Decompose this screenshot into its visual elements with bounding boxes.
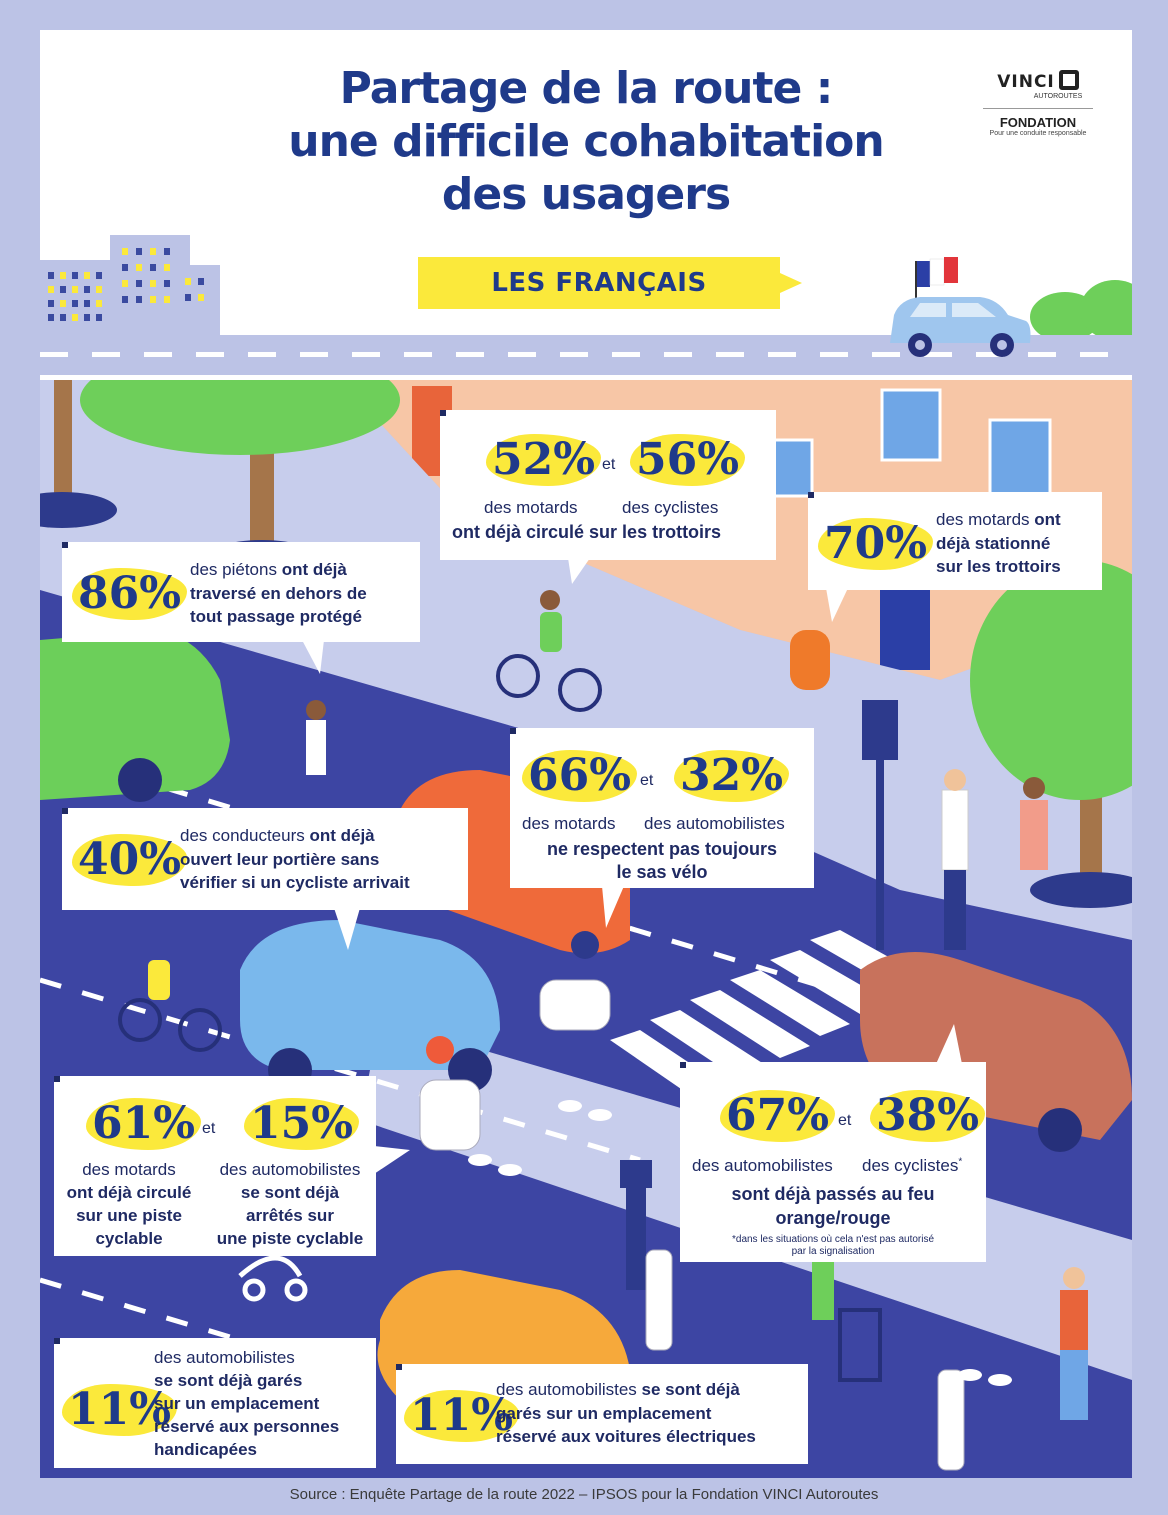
conjunction-label: et [838,1112,852,1129]
callout-pedestrians: 86% des piétons ont déjà traversé en deh… [62,542,420,674]
car-with-flag-illustration [890,257,1031,357]
callout-pointer [374,1146,410,1174]
infographic-frame: Partage de la route : une difficile coha… [40,30,1132,1478]
title-line-2: une difficile cohabitation [288,116,884,167]
stat-percent: 56% [629,434,746,486]
stat-text: ont déjà [281,560,347,579]
callout-sidewalk-parking: 70% des motards ont déjà stationné sur l… [808,492,1102,622]
callout-pointer [936,1024,962,1064]
stat-label: des motards [522,814,616,833]
stat-text: se sont déjà [240,1183,340,1202]
stat-text: se sont déjà garés [154,1371,303,1390]
title-line-3: des usagers [441,169,731,220]
callout-pointer [334,908,360,950]
header-road-markings [40,352,1132,357]
footnote-text: *dans les situations où cela n'est pas a… [731,1234,935,1245]
logo-foundation: FONDATION [999,115,1077,130]
stat-label: des conducteurs [180,826,310,845]
stat-percent: 38% [869,1090,986,1142]
stat-text: orange/rouge [775,1208,891,1228]
vinci-logo: VINCI AUTOROUTES FONDATION Pour une cond… [968,70,1108,137]
stat-text: traversé en dehors de [190,584,367,603]
callout-car-doors: 40% des conducteurs ont déjà ouvert leur… [62,808,468,950]
stat-text: le sas vélo [616,862,708,882]
stat-text: vérifier si un cycliste arrivait [180,873,410,892]
audience-badge: LES FRANÇAIS [418,257,802,309]
building-illustration [175,265,220,335]
logo-divider [983,108,1093,109]
stat-text: ont [1034,510,1061,529]
stat-label: des cyclistes [862,1156,959,1175]
stat-text: ne respectent pas toujours [546,839,778,859]
callout-red-light: 67% et 38% des automobilistes des cyclis… [680,1024,986,1262]
stat-text: une piste cyclable [216,1229,364,1248]
stat-text: cyclable [95,1229,163,1248]
callout-pointer [602,886,624,928]
stat-percent: 86% [71,568,188,620]
stat-text: arrêtés sur [246,1206,334,1225]
callout-sidewalk-riding: 52% et 56% des motards des cyclistes ont… [440,410,776,584]
callout-handicap-parking: 11% des automobilistes se sont déjà garé… [54,1338,376,1468]
footnote-text: par la signalisation [791,1246,875,1257]
stat-text: garés sur un emplacement [496,1404,712,1423]
stat-text: réservé aux personnes [154,1417,340,1436]
stat-percent: 11% [61,1384,178,1436]
callout-electric-parking: 11% des automobilistes se sont déjà garé… [396,1364,808,1464]
stat-text: sur une piste [76,1206,182,1225]
stat-label: des motards [936,510,1035,529]
stat-text: sur les trottoirs [936,557,1061,576]
stat-percent: 70% [817,518,934,570]
callout-pointer [568,558,590,584]
callout-bike-box: 66% et 32% des motards des automobiliste… [510,728,814,928]
logo-brand: VINCI [997,72,1055,92]
stat-percent: 61% [85,1098,202,1150]
conjunction-label: et [602,456,616,473]
stat-text: ouvert leur portière sans [180,850,380,869]
callout-bike-lane: 61% et 15% des motards ont déjà circulé … [54,1076,410,1256]
stat-label: des automobilistes [154,1348,295,1367]
stat-label: des motards [82,1160,176,1179]
stat-percent: 40% [71,834,188,886]
bush-illustration [1080,280,1132,340]
logo-tagline: Pour une conduite responsable [989,130,1087,137]
stat-text: sont déjà passés au feu [731,1184,935,1204]
stat-text: handicapées [154,1440,257,1459]
stat-text: ont déjà [309,826,375,845]
callout-pointer [826,588,848,622]
stat-percent: 15% [243,1098,360,1150]
stat-percent: 11% [403,1390,520,1442]
stat-label: des automobilistes [219,1160,361,1179]
stat-percent: 67% [719,1090,836,1142]
stat-label: des automobilistes [644,814,785,833]
conjunction-label: et [640,772,654,789]
stat-text: sur un emplacement [154,1394,320,1413]
stat-text: déjà stationné [936,534,1051,553]
stat-text: ont déjà circulé [66,1183,192,1202]
stat-label: des automobilistes [692,1156,833,1175]
title-line-1: Partage de la route : [339,63,834,114]
street-scene: 52% et 56% des motards des cyclistes ont… [40,380,1132,1478]
stat-label: des cyclistes [622,498,719,517]
stat-text: ont déjà circulé sur les trottoirs [452,522,722,542]
stat-text: tout passage protégé [190,607,362,626]
vinci-mark-icon [1058,70,1079,90]
source-footer: Source : Enquête Partage de la route 202… [289,1486,879,1503]
stat-label: des automobilistes [496,1380,642,1399]
stat-label: des piétons [190,560,282,579]
stat-text: réservé aux voitures électriques [496,1427,756,1446]
conjunction-label: et [202,1120,216,1137]
page-title: Partage de la route : une difficile coha… [40,62,1132,221]
stat-label: des motards [484,498,578,517]
logo-sub: AUTOROUTES [1033,93,1083,100]
callout-pointer [302,640,324,674]
stat-percent: 32% [673,750,790,802]
stat-percent: 52% [485,434,602,486]
stat-percent: 66% [521,750,638,802]
stat-text: se sont déjà [641,1380,740,1399]
footnote-mark: * [958,1156,963,1168]
